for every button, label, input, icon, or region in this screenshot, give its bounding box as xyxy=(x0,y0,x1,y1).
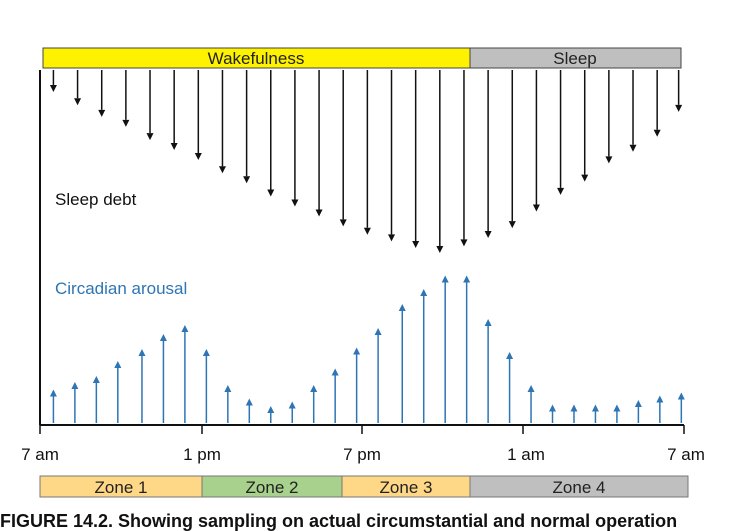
circadian-arousal-arrow xyxy=(656,395,664,423)
sleep-debt-arrow xyxy=(146,70,154,141)
zone-2-label: Zone 2 xyxy=(246,478,299,497)
circadian-arousal-arrow xyxy=(441,275,449,423)
sleep-debt-arrow xyxy=(605,70,613,164)
circadian-arousal-arrow xyxy=(484,319,492,423)
sleep-debt-arrow xyxy=(508,70,516,229)
circadian-arousal-arrow xyxy=(49,389,57,423)
sleep-bar xyxy=(469,47,682,69)
circadian-arousal-arrow xyxy=(591,404,599,423)
tick-label: 1 pm xyxy=(183,445,221,464)
sleep-debt-arrow xyxy=(170,70,178,151)
sleep-debt-arrow xyxy=(388,70,396,242)
circadian-arousal-arrow xyxy=(114,361,122,423)
sleep-debt-arrow xyxy=(218,70,226,174)
circadian-arousal-arrow xyxy=(267,406,275,423)
zone-4-box xyxy=(469,475,689,498)
state-bar: Wakefulness Sleep xyxy=(42,47,682,69)
wakefulness-label: Wakefulness xyxy=(208,49,305,68)
circadian-arousal-arrow xyxy=(353,347,361,423)
zone-4-label: Zone 4 xyxy=(553,478,606,497)
tick-label: 7 am xyxy=(21,445,59,464)
tick-label: 1 am xyxy=(507,445,545,464)
circadian-arousal-arrow xyxy=(138,349,146,423)
sleep-debt-arrow xyxy=(436,70,444,253)
sleep-debt-arrow xyxy=(267,70,275,197)
sleep-debt-arrow xyxy=(363,70,371,235)
circadian-arousal-arrow xyxy=(71,382,79,423)
circadian-arousal-arrow xyxy=(245,398,253,423)
sleep-debt-arrow xyxy=(122,70,130,127)
sleep-debt-arrow xyxy=(291,70,299,207)
tick-label: 7 pm xyxy=(343,445,381,464)
zone-bar: Zone 1 Zone 2 Zone 3 Zone 4 xyxy=(39,475,689,498)
sleep-debt-arrows xyxy=(49,70,683,253)
sleep-debt-arrow xyxy=(557,70,565,195)
sleep-debt-arrow xyxy=(339,70,347,227)
sleep-debt-arrow xyxy=(49,70,57,92)
circadian-arousal-arrow xyxy=(549,404,557,423)
tick-label: 7 am xyxy=(667,445,705,464)
sleep-debt-arrow xyxy=(243,70,251,184)
circadian-arousal-arrow xyxy=(92,376,100,423)
circadian-arousal-arrow xyxy=(613,404,621,423)
sleep-debt-arrow xyxy=(532,70,540,212)
sleep-debt-arrow xyxy=(74,70,82,106)
circadian-arousal-arrow xyxy=(310,385,318,423)
time-axis: 7 am 1 pm 7 pm 1 am 7 am xyxy=(21,424,705,464)
circadian-arousal-arrow xyxy=(677,392,685,423)
sleep-debt-arrow xyxy=(581,70,589,182)
circadian-arousal-arrow xyxy=(202,349,210,423)
circadian-arousal-arrow xyxy=(527,385,535,423)
circadian-arousal-arrow xyxy=(288,401,296,423)
sleep-debt-arrow xyxy=(629,70,637,152)
circadian-arousal-arrow xyxy=(634,400,642,423)
sleep-debt-arrow xyxy=(315,70,323,217)
sleep-debt-arrow xyxy=(653,70,661,137)
circadian-arousal-arrow xyxy=(463,275,471,423)
circadian-arousal-arrow xyxy=(420,289,428,423)
sleep-debt-arrow xyxy=(460,70,468,247)
circadian-arousal-arrow xyxy=(506,352,514,423)
zone-1-label: Zone 1 xyxy=(95,478,148,497)
circadian-arousal-arrow xyxy=(398,304,406,423)
circadian-arousal-label: Circadian arousal xyxy=(55,279,187,298)
circadian-arousal-arrow xyxy=(159,334,167,423)
figure-caption: FIGURE 14.2. Showing sampling on actual … xyxy=(0,512,678,531)
sleep-debt-arrow xyxy=(412,70,420,248)
circadian-arousal-arrow xyxy=(181,325,189,423)
circadian-arousal-arrow xyxy=(224,385,232,423)
circadian-arousal-arrow xyxy=(374,328,382,423)
sleep-debt-arrow xyxy=(98,70,106,117)
sleep-debt-label: Sleep debt xyxy=(55,190,137,209)
circadian-arousal-arrow xyxy=(570,404,578,423)
circadian-arousal-arrow xyxy=(331,368,339,423)
circadian-arousal-arrows xyxy=(49,275,685,423)
zone-3-label: Zone 3 xyxy=(380,478,433,497)
sleep-debt-arrow xyxy=(194,70,202,161)
sleep-debt-arrow xyxy=(484,70,492,239)
sleep-label: Sleep xyxy=(553,49,596,68)
sleep-debt-arrow xyxy=(675,70,683,112)
